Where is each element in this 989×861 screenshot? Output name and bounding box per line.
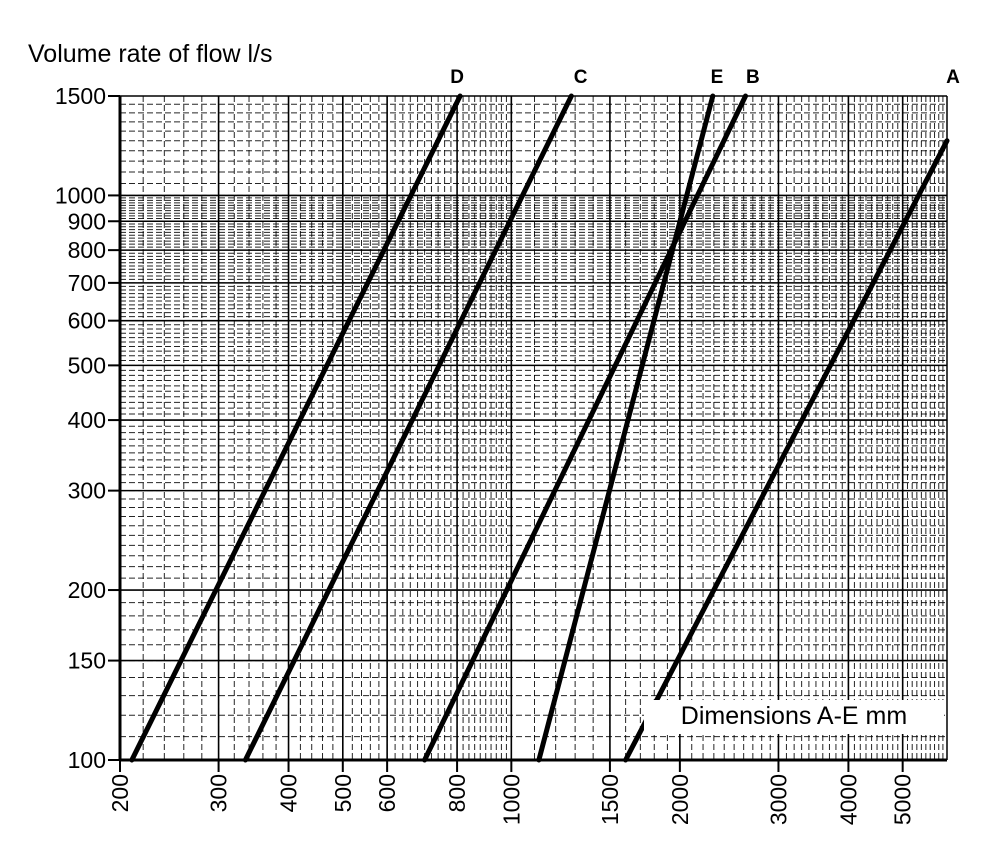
y-tick-label: 150: [68, 648, 106, 674]
chart-series: [129, 93, 950, 763]
y-tick-label: 500: [68, 352, 106, 378]
x-tick-label: 300: [206, 774, 232, 812]
y-tick-label: 1000: [55, 182, 106, 208]
x-tick-label: 5000: [890, 774, 916, 825]
y-tick-label: 200: [68, 577, 106, 603]
x-axis-title: Dimensions A-E mm: [681, 702, 907, 730]
series-label-D: D: [450, 67, 464, 88]
x-tick-label: 600: [374, 774, 400, 812]
y-tick-label: 800: [68, 237, 106, 263]
x-axis-title-background: [644, 700, 944, 734]
x-tick-label: 400: [276, 774, 302, 812]
series-label-E: E: [711, 67, 724, 88]
y-tick-label: 600: [68, 308, 106, 334]
x-tick-label: 200: [107, 774, 133, 812]
series-line-A: [623, 138, 950, 763]
y-tick-label: 100: [68, 747, 106, 773]
x-tick-label: 800: [444, 774, 470, 812]
x-tick-label: 1500: [597, 774, 623, 825]
chart-grid: [119, 95, 948, 761]
series-label-A: A: [946, 67, 960, 88]
series-line-E: [536, 93, 716, 763]
chart-axes: 1001502003004005006007008009001000150020…: [55, 83, 948, 825]
y-tick-label: 300: [68, 478, 106, 504]
series-label-B: B: [746, 67, 760, 88]
series-line-D: [129, 93, 463, 763]
y-axis-title: Volume rate of flow l/s: [28, 40, 273, 68]
x-tick-label: 4000: [835, 774, 861, 825]
y-tick-label: 700: [68, 270, 106, 296]
y-tick-label: 400: [68, 407, 106, 433]
series-line-C: [242, 93, 574, 763]
series-label-C: C: [574, 67, 588, 88]
series-line-B: [422, 93, 749, 763]
x-tick-label: 1000: [498, 774, 524, 825]
x-tick-label: 2000: [667, 774, 693, 825]
y-tick-label: 1500: [55, 83, 106, 109]
y-tick-label: 900: [68, 208, 106, 234]
x-tick-label: 3000: [765, 774, 791, 825]
x-tick-label: 500: [330, 774, 356, 812]
chart-labels: D C E B A Dimensions A-E mm: [450, 67, 960, 734]
